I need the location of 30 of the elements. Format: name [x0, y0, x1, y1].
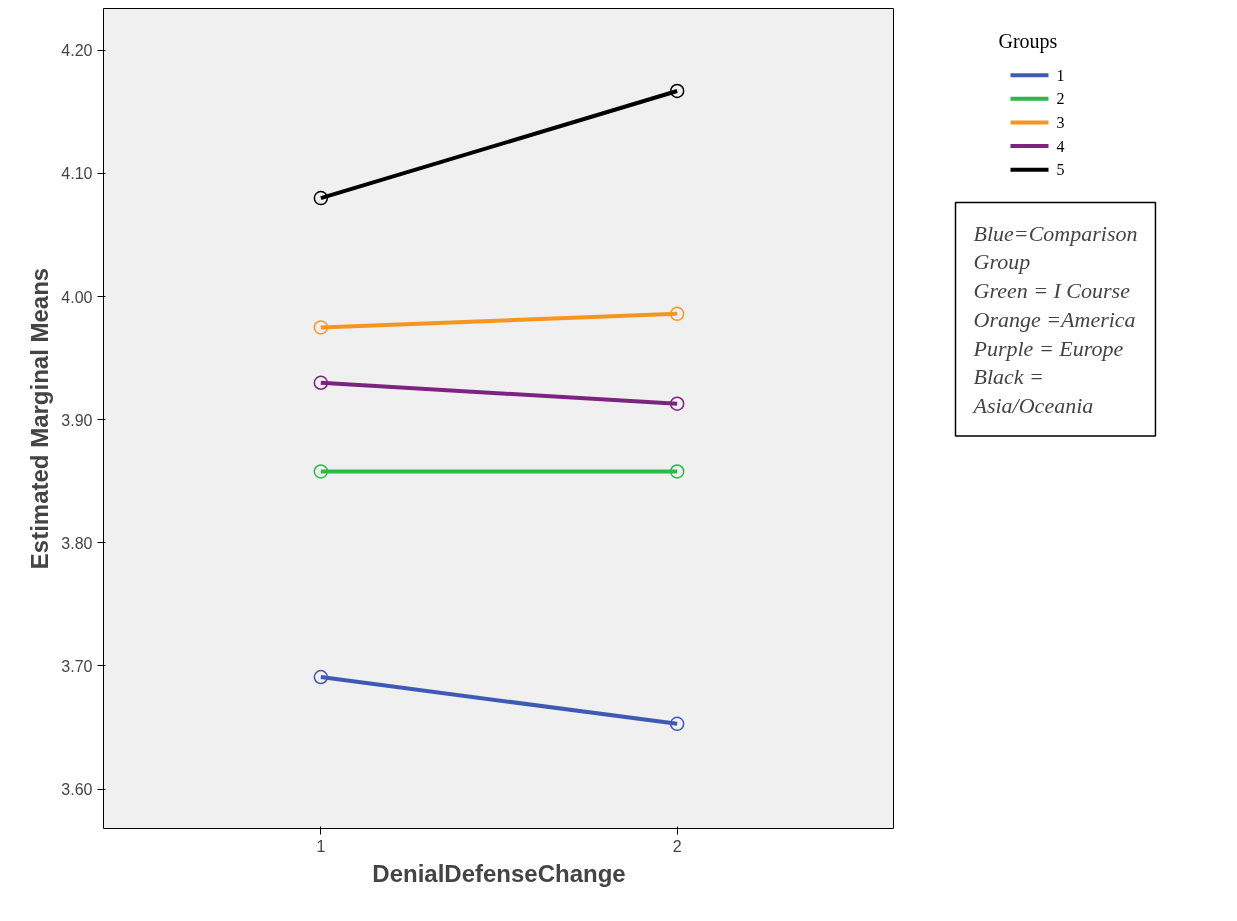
y-tick-label: 4.20: [61, 42, 93, 60]
y-tick-label: 3.60: [61, 781, 93, 799]
point: [669, 306, 685, 322]
text: Black = Asia/Oceania: [971, 364, 1094, 419]
y-tick-label: 3.80: [61, 534, 93, 552]
text: Green = I Course: [973, 278, 1131, 304]
legend-label: 5: [1056, 161, 1065, 179]
point: [669, 83, 685, 99]
point: [313, 375, 329, 391]
legend-label: 4: [1056, 137, 1065, 155]
y-tick-label: 4.00: [61, 288, 93, 306]
y-tick-label: 4.10: [61, 165, 93, 183]
legend-title: Groups: [998, 30, 1058, 54]
text: Purple = Europe: [972, 335, 1124, 361]
point: [669, 464, 685, 479]
y-tick-label: 3.70: [61, 657, 93, 675]
point: [313, 464, 329, 479]
point: [669, 396, 685, 411]
legend-label: 1: [1056, 66, 1065, 84]
text: Blue=Comparison Group: [973, 220, 1138, 275]
y-axis-title: Estimated Marginal Means: [26, 267, 54, 570]
legend-label: 2: [1056, 90, 1065, 108]
point: [313, 190, 329, 206]
point: [313, 669, 329, 685]
point: [313, 320, 329, 335]
point: [669, 716, 685, 732]
y-tick-label: 3.90: [61, 411, 93, 429]
x-axis-title: DenialDefenseChange: [372, 859, 626, 887]
legend-label: 3: [1056, 113, 1065, 131]
text: Orange =America: [973, 306, 1136, 332]
